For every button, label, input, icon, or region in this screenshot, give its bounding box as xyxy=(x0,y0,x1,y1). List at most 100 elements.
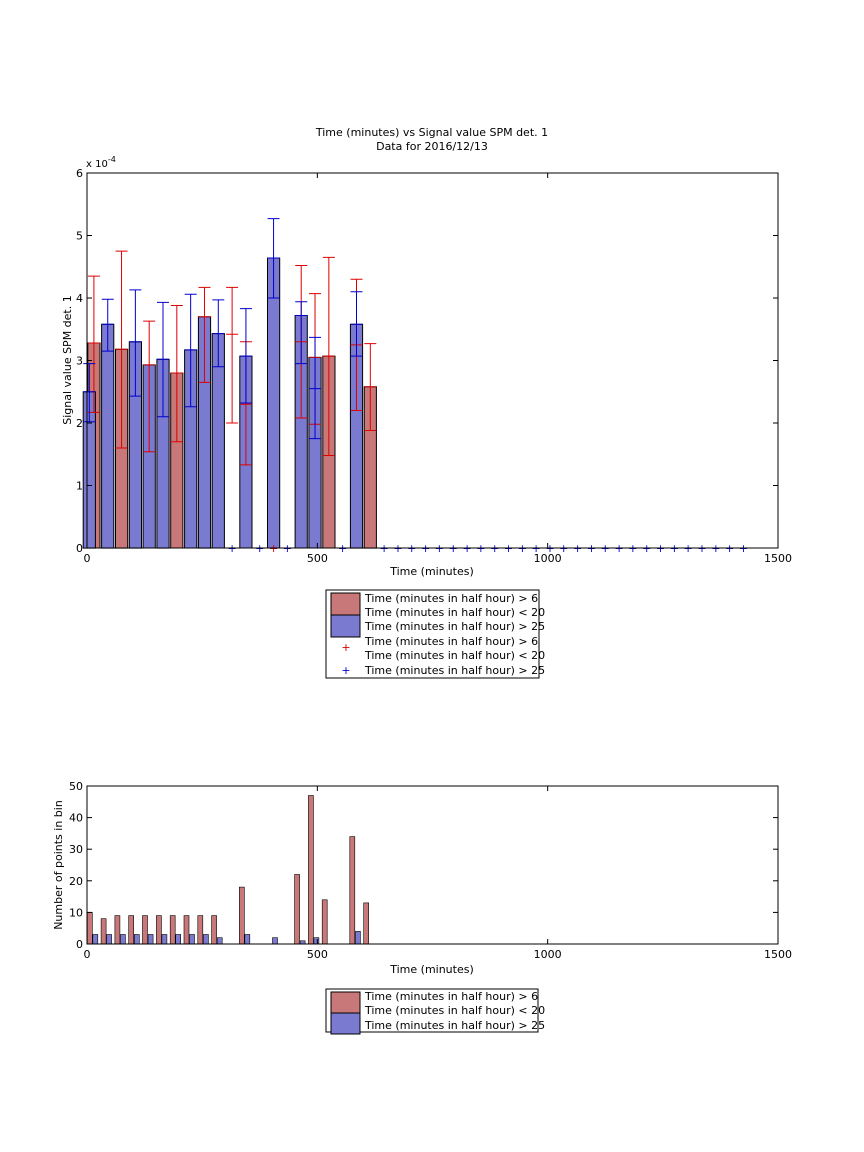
y-tick-label: 0 xyxy=(76,938,83,951)
legend-swatch-red xyxy=(330,592,361,618)
errorbars-layer xyxy=(83,218,377,466)
count-bar-red xyxy=(142,915,148,945)
y-tick-label: 10 xyxy=(69,906,83,919)
bars-layer xyxy=(87,795,370,945)
count-bar-red xyxy=(211,915,217,945)
y-tick-label: 2 xyxy=(76,417,83,430)
errorbar-blue xyxy=(267,218,280,299)
errorbar-blue xyxy=(239,308,252,404)
count-bar-red xyxy=(128,915,134,945)
legend: + + Time (minutes in half hour) > 6 Time … xyxy=(325,589,545,679)
count-bar-red xyxy=(294,874,300,945)
x-tick-label: 0 xyxy=(84,948,91,961)
legend-entry-1: Time (minutes in half hour) > 6 Time (min… xyxy=(364,990,545,1017)
count-bar-red xyxy=(169,915,176,945)
legend-entry-1: Time (minutes in half hour) > 6 Time (min… xyxy=(364,592,545,619)
errorbar-red xyxy=(226,286,239,424)
errorbar-blue xyxy=(129,289,142,397)
count-chart: 0 500 1000 1500 0 10 20 30 40 50 Time (minutes) N… xyxy=(52,780,792,1035)
count-bar-blue xyxy=(106,934,112,945)
x-tick-label: 500 xyxy=(307,552,328,565)
legend-swatch-red xyxy=(330,991,361,1015)
legend: Time (minutes in half hour) > 6 Time (min… xyxy=(325,988,545,1035)
count-bar-blue xyxy=(272,937,278,945)
errorbar-red xyxy=(170,305,183,443)
chart-title: Time (minutes) vs Signal value SPM det. … xyxy=(315,126,548,139)
errorbar-blue xyxy=(184,293,197,408)
errorbar-blue xyxy=(83,363,96,423)
count-bar-blue xyxy=(216,937,223,945)
count-bar-blue xyxy=(203,934,209,945)
legend-entry-1-line2: Time (minutes in half hour) < 20 xyxy=(364,1004,545,1017)
y-tick-label: 20 xyxy=(69,875,83,888)
count-bar-red xyxy=(114,915,121,945)
y-tick-label: 4 xyxy=(76,292,83,305)
legend-box xyxy=(325,589,540,679)
count-bar-blue xyxy=(355,931,361,945)
y-tick-label: 50 xyxy=(69,780,83,793)
x-tick-label: 500 xyxy=(307,948,328,961)
x-tick-label: 1000 xyxy=(534,948,562,961)
errorbar-blue xyxy=(212,299,225,368)
count-bar-red xyxy=(321,899,328,945)
x-axis-label: Time (minutes) xyxy=(389,565,474,578)
legend-entry-2: Time (minutes in half hour) > 25 xyxy=(364,1019,545,1032)
legend-marker-red: + xyxy=(341,641,350,654)
legend-box xyxy=(325,988,539,1033)
errorbar-blue xyxy=(309,336,322,440)
x-tick-label: 1500 xyxy=(764,552,792,565)
y-tick-label: 3 xyxy=(76,355,83,368)
errorbar-red xyxy=(87,275,100,413)
legend-entry-3: Time (minutes in half hour) > 6 Time (min… xyxy=(364,635,545,662)
legend-entry-4: Time (minutes in half hour) > 25 xyxy=(364,664,545,677)
y-tick-label: 0 xyxy=(76,542,83,555)
legend-swatch-blue xyxy=(330,614,361,638)
chart-subtitle: Data for 2016/12/13 xyxy=(376,140,488,153)
x-tick-label: 1000 xyxy=(534,552,562,565)
count-bar-red xyxy=(197,915,204,945)
bar-blue xyxy=(267,257,281,549)
count-bar-blue xyxy=(120,934,126,945)
y-tick-label: 5 xyxy=(76,230,83,243)
bar-blue xyxy=(101,323,115,549)
errorbar-blue xyxy=(101,298,114,352)
legend-entry-3-line2: Time (minutes in half hour) < 20 xyxy=(364,649,545,662)
y-exponent-power: -4 xyxy=(108,155,116,164)
count-bar-blue xyxy=(313,937,320,945)
count-bar-red xyxy=(100,918,107,945)
y-tick-label: 6 xyxy=(76,167,83,180)
count-bar-blue xyxy=(161,934,168,945)
count-bar-blue xyxy=(189,934,195,945)
y-tick-label: 1 xyxy=(76,480,83,493)
count-bar-blue xyxy=(92,934,99,945)
x-tick-label: 1500 xyxy=(764,948,792,961)
plot-area-border xyxy=(86,785,779,945)
y-axis-label: Signal value SPM det. 1 xyxy=(61,295,74,425)
legend-entry-2: Time (minutes in half hour) > 25 xyxy=(364,620,545,633)
y-exponent-base: x 10 xyxy=(86,159,108,170)
legend-entry-1-line1: Time (minutes in half hour) > 6 xyxy=(364,592,538,605)
errorbar-red xyxy=(143,320,156,453)
count-bar-red xyxy=(363,902,370,945)
errorbar-blue xyxy=(157,301,170,418)
errorbar-red xyxy=(322,256,335,456)
errorbar-red xyxy=(198,286,211,383)
axis-ticks: 0 500 1000 1500 0 10 20 30 40 50 xyxy=(69,780,792,961)
errorbar-blue xyxy=(350,291,363,357)
errorbar-blue xyxy=(295,301,308,365)
legend-swatch-blue xyxy=(330,1012,361,1035)
count-bar-red xyxy=(239,886,245,945)
errorbar-red xyxy=(115,250,128,449)
legend-marker-blue: + xyxy=(341,664,350,677)
x-tick-label: 0 xyxy=(84,552,91,565)
legend-entry-1-line2: Time (minutes in half hour) < 20 xyxy=(364,606,545,619)
bars-layer xyxy=(82,257,377,549)
count-bar-blue xyxy=(244,934,251,945)
legend-entry-3-line1: Time (minutes in half hour) > 6 xyxy=(364,635,538,648)
count-bar-red xyxy=(87,912,93,945)
y-exponent: x 10-4 xyxy=(86,155,116,170)
errorbar-red xyxy=(364,343,377,431)
x-axis-label: Time (minutes) xyxy=(389,963,474,976)
y-tick-label: 30 xyxy=(69,843,83,856)
